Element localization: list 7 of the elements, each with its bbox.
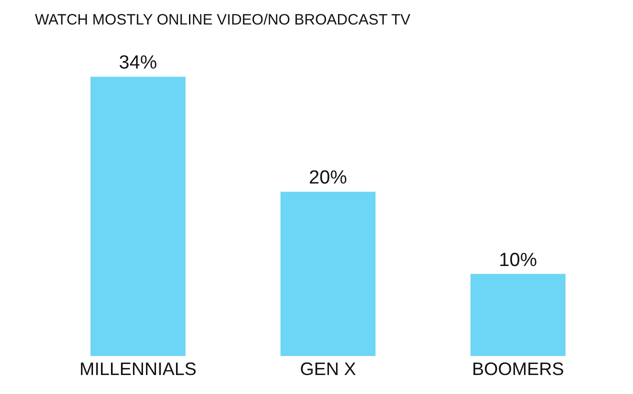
data-label: 34% xyxy=(118,52,158,74)
x-tick-label: MILLENNIALS xyxy=(79,359,197,379)
x-tick-label: BOOMERS xyxy=(472,359,564,379)
data-label: 10% xyxy=(498,250,538,271)
x-tick-label: GEN X xyxy=(300,359,356,379)
chart-title: WATCH MOSTLY ONLINE VIDEO/NO BROADCAST TV xyxy=(34,11,410,28)
data-label: 20% xyxy=(308,168,348,189)
